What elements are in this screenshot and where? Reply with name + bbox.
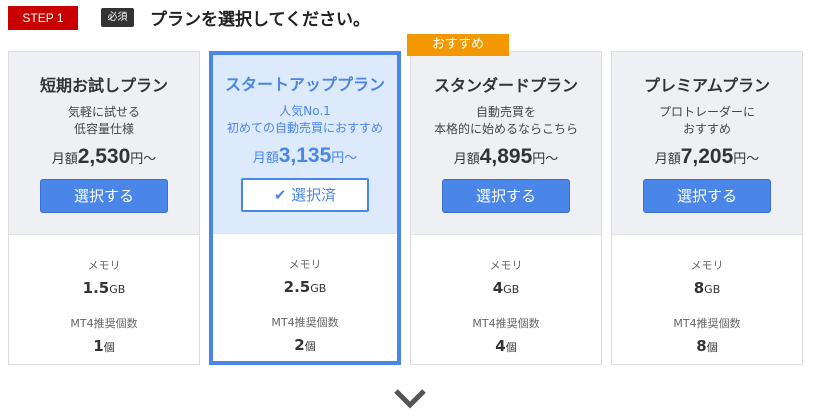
- price-prefix: 月額: [654, 152, 681, 167]
- memory-unit: GB: [310, 282, 327, 295]
- price-suffix: 円～: [733, 152, 760, 167]
- memory-label: メモリ: [690, 259, 724, 272]
- plan-price: 月額2,530円～: [9, 145, 199, 169]
- desc-line: 初めての自動売買におすすめ: [226, 121, 383, 135]
- mt4-value: 4個: [411, 337, 601, 355]
- select-button[interactable]: 選択する: [643, 179, 771, 213]
- mt4-number: 8: [696, 337, 707, 355]
- plan-name: スタートアッププラン: [224, 75, 385, 94]
- plan-name: プレミアムプラン: [644, 76, 770, 95]
- memory-label: メモリ: [489, 259, 523, 272]
- mt4-value: 1個: [9, 337, 199, 355]
- memory-number: 2.5: [283, 278, 311, 296]
- mt4-number: 4: [495, 337, 506, 355]
- memory-number: 4: [492, 279, 504, 297]
- plan-header: スタンダードプラン 自動売買を本格的に始めるならこちら 月額4,895円～ 選択…: [411, 52, 601, 235]
- desc-line: プロトレーダーに: [658, 105, 755, 119]
- mt4-unit: 個: [304, 340, 316, 353]
- plan-price: 月額7,205円～: [612, 145, 802, 169]
- desc-line: 気軽に試せる: [67, 105, 140, 119]
- mt4-label: MT4推奨個数: [70, 317, 138, 330]
- price-prefix: 月額: [51, 152, 78, 167]
- plan-card[interactable]: 短期お試しプラン 気軽に試せる 低容量仕様 月額2,530円～ 選択する メモリ …: [8, 51, 200, 365]
- plan-price: 月額3,135円～: [213, 144, 397, 168]
- plan-description: 気軽に試せる 低容量仕様: [9, 104, 199, 138]
- memory-value: 2.5GB: [213, 278, 397, 296]
- price-prefix: 月額: [252, 151, 279, 166]
- price-prefix: 月額: [453, 152, 480, 167]
- memory-value: 1.5GB: [9, 279, 199, 297]
- mt4-unit: 個: [103, 341, 115, 354]
- plan-card[interactable]: プレミアムプラン プロトレーダーに おすすめ 月額7,205円～ 選択する メモリ…: [611, 51, 803, 365]
- plan-card[interactable]: スタンダードプラン 自動売買を本格的に始めるならこちら 月額4,895円～ 選択…: [410, 51, 602, 365]
- memory-unit: GB: [109, 283, 126, 296]
- mt4-unit: 個: [706, 341, 718, 354]
- memory-number: 1.5: [82, 279, 110, 297]
- chevron-down-icon[interactable]: [393, 387, 427, 409]
- price-suffix: 円～: [130, 152, 157, 167]
- mt4-label: MT4推奨個数: [271, 316, 339, 329]
- recommend-badge: おすすめ: [407, 34, 509, 56]
- page-title: プランを選択してください。: [150, 10, 370, 30]
- mt4-value: 8個: [612, 337, 802, 355]
- check-icon: ✔: [273, 186, 287, 204]
- mt4-label: MT4推奨個数: [472, 317, 540, 330]
- memory-unit: GB: [503, 283, 520, 296]
- desc-line: 自動売買を: [475, 105, 536, 119]
- mt4-number: 2: [294, 336, 305, 354]
- price-value: 7,205: [680, 145, 734, 168]
- memory-label: メモリ: [288, 258, 322, 271]
- plan-header: 短期お試しプラン 気軽に試せる 低容量仕様 月額2,530円～ 選択する: [9, 52, 199, 235]
- selected-button[interactable]: ✔ 選択済: [241, 178, 369, 212]
- plan-description: プロトレーダーに おすすめ: [612, 104, 802, 138]
- plan-name: スタンダードプラン: [433, 76, 578, 95]
- plan-description: 自動売買を本格的に始めるならこちら: [411, 104, 601, 138]
- button-label: 選択済: [291, 186, 337, 204]
- price-value: 4,895: [479, 145, 533, 168]
- plan-description: 人気No.1 初めての自動売買におすすめ: [213, 103, 397, 137]
- desc-line: 低容量仕様: [73, 122, 134, 136]
- memory-value: 4GB: [411, 279, 601, 297]
- plan-price: 月額4,895円～: [411, 145, 601, 169]
- desc-line: 本格的に始めるならこちら: [433, 122, 578, 136]
- price-suffix: 円～: [532, 152, 559, 167]
- mt4-value: 2個: [213, 336, 397, 354]
- plan-name: 短期お試しプラン: [39, 76, 168, 95]
- mt4-unit: 個: [505, 341, 517, 354]
- mt4-number: 1: [93, 337, 104, 355]
- plan-header: スタートアッププラン 人気No.1 初めての自動売買におすすめ 月額3,135円～…: [213, 55, 397, 234]
- desc-line: 人気No.1: [279, 104, 331, 118]
- price-suffix: 円～: [331, 151, 358, 166]
- desc-line: おすすめ: [682, 122, 731, 136]
- select-button[interactable]: 選択する: [40, 179, 168, 213]
- memory-unit: GB: [704, 283, 721, 296]
- memory-label: メモリ: [87, 259, 121, 272]
- memory-number: 8: [693, 279, 705, 297]
- price-value: 2,530: [77, 145, 131, 168]
- required-badge: 必須: [101, 8, 134, 27]
- step-label: STEP 1: [8, 6, 78, 30]
- select-button[interactable]: 選択する: [442, 179, 570, 213]
- mt4-label: MT4推奨個数: [673, 317, 741, 330]
- plan-header: プレミアムプラン プロトレーダーに おすすめ 月額7,205円～ 選択する: [612, 52, 802, 235]
- memory-value: 8GB: [612, 279, 802, 297]
- plan-card[interactable]: スタートアッププラン 人気No.1 初めての自動売買におすすめ 月額3,135円～…: [209, 51, 401, 365]
- price-value: 3,135: [278, 144, 332, 167]
